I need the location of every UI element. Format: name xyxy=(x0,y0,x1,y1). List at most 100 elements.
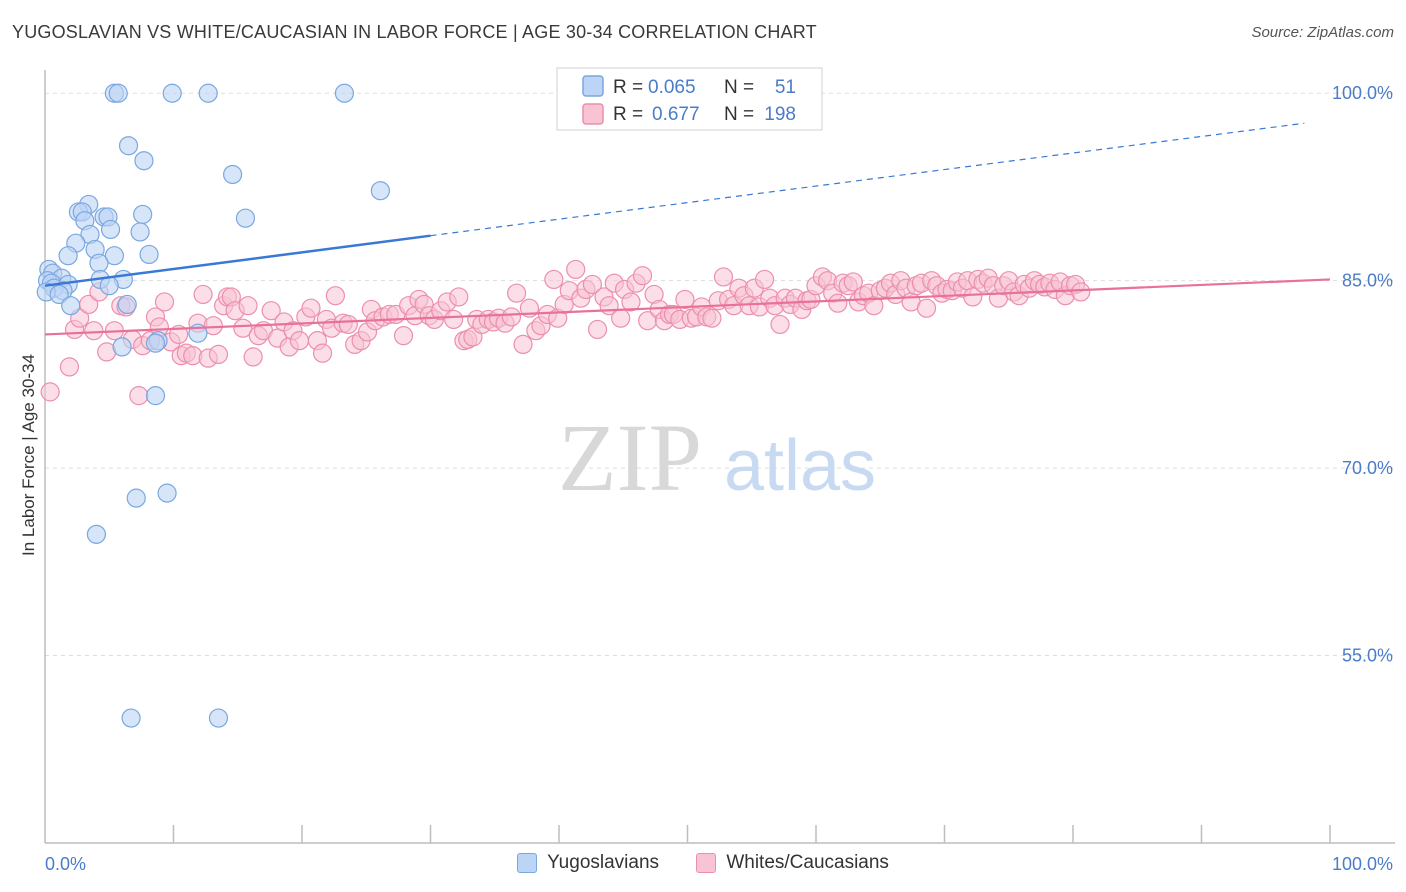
point-yugoslavians-17 xyxy=(100,219,121,240)
point-whites-103 xyxy=(632,266,653,286)
point-whites-0 xyxy=(40,382,60,402)
y-axis-title: In Labor Force | Age 30-34 xyxy=(19,354,38,556)
point-whites-1 xyxy=(59,357,80,377)
point-whites-44 xyxy=(301,298,321,318)
point-whites-140 xyxy=(828,293,848,313)
point-whites-12 xyxy=(129,386,149,406)
point-whites-129 xyxy=(770,314,790,335)
point-yugoslavians-6 xyxy=(134,151,154,171)
point-whites-32 xyxy=(233,318,253,338)
watermark-atlas: atlas xyxy=(724,426,876,506)
point-whites-49 xyxy=(325,286,346,306)
grid-lines xyxy=(45,92,1395,657)
point-whites-70 xyxy=(449,287,469,307)
x-tick-label-1: 100.0% xyxy=(1332,854,1393,874)
trend-lines xyxy=(44,122,1331,336)
legend-r-value-2: 0.677 xyxy=(652,104,700,125)
x-tick-label-0: 0.0% xyxy=(45,854,86,874)
point-whites-87 xyxy=(544,269,564,290)
point-yugoslavians-47 xyxy=(157,483,177,503)
legend-swatch-pink xyxy=(582,103,604,125)
point-whites-111 xyxy=(675,289,695,310)
trend-line-whites xyxy=(44,278,1331,336)
point-yugoslavians-40 xyxy=(117,294,137,315)
point-whites-60 xyxy=(393,326,414,346)
point-whites-37 xyxy=(261,301,281,321)
point-whites-5 xyxy=(84,321,104,341)
point-whites-157 xyxy=(916,298,937,318)
point-whites-126 xyxy=(754,269,775,290)
bottom-legend-item-yugoslavians: Yugoslavians xyxy=(517,852,659,874)
point-whites-24 xyxy=(193,284,213,305)
point-yugoslavians-4 xyxy=(334,83,355,103)
point-whites-80 xyxy=(501,307,522,327)
point-yugoslavians-49 xyxy=(121,708,141,728)
point-whites-34 xyxy=(243,347,263,367)
point-yugoslavians-43 xyxy=(145,333,166,353)
series-yugoslavians xyxy=(36,83,390,728)
tick-labels: 55.0% 70.0% 85.0% 100.0% 0.0% 100.0% xyxy=(45,83,1393,874)
point-whites-166 xyxy=(963,287,983,307)
point-yugoslavians-25 xyxy=(89,253,109,273)
watermark-zip: ZIP xyxy=(558,404,702,511)
point-whites-116 xyxy=(702,308,722,328)
point-whites-99 xyxy=(611,308,631,328)
point-whites-27 xyxy=(208,344,229,365)
legend-n-label-2: N = xyxy=(724,104,754,125)
point-whites-42 xyxy=(289,331,310,351)
point-yugoslavians-45 xyxy=(145,386,166,406)
y-tick-label-2: 85.0% xyxy=(1342,271,1393,291)
bottom-legend-item-whites: Whites/Caucasians xyxy=(696,852,889,874)
point-yugoslavians-46 xyxy=(126,488,146,508)
point-yugoslavians-44 xyxy=(112,337,132,357)
point-yugoslavians-1 xyxy=(108,83,128,103)
point-whites-51 xyxy=(338,314,358,335)
y-tick-label-3: 100.0% xyxy=(1332,83,1393,103)
point-whites-17 xyxy=(154,292,175,312)
y-tick-label-1: 70.0% xyxy=(1342,458,1393,478)
point-whites-143 xyxy=(843,272,863,292)
point-yugoslavians-8 xyxy=(370,181,390,201)
point-yugoslavians-18 xyxy=(130,222,150,242)
point-whites-82 xyxy=(513,334,533,355)
axes xyxy=(44,70,1395,844)
legend-r-label-1: R = xyxy=(613,77,643,98)
point-whites-46 xyxy=(312,343,333,363)
point-yugoslavians-22 xyxy=(58,246,78,266)
point-yugoslavians-2 xyxy=(162,83,182,103)
point-whites-26 xyxy=(203,316,223,336)
point-yugoslavians-3 xyxy=(198,83,218,103)
bottom-legend-label-yugoslavians: Yugoslavians xyxy=(547,852,660,873)
point-yugoslavians-15 xyxy=(235,208,256,228)
point-yugoslavians-7 xyxy=(223,164,243,185)
legend-n-value-1: 51 xyxy=(775,77,796,98)
point-whites-187 xyxy=(1071,282,1091,302)
legend-r-label-2: R = xyxy=(613,104,643,125)
point-whites-91 xyxy=(566,259,586,280)
point-yugoslavians-14 xyxy=(133,204,153,225)
point-yugoslavians-39 xyxy=(61,296,81,316)
point-yugoslavians-38 xyxy=(49,284,69,305)
trend-line-yugoslavians-extension xyxy=(430,122,1305,237)
source-label: Source: ZipAtlas.com xyxy=(1251,24,1394,41)
bottom-legend-swatch-blue xyxy=(517,853,538,873)
legend-r-value-1: 0.065 xyxy=(648,77,696,98)
chart-title: YUGOSLAVIAN VS WHITE/CAUCASIAN IN LABOR … xyxy=(12,22,817,42)
point-yugoslavians-23 xyxy=(104,246,124,266)
point-whites-94 xyxy=(582,274,603,295)
point-whites-33 xyxy=(238,296,258,316)
bottom-legend-swatch-pink xyxy=(696,853,717,873)
point-whites-95 xyxy=(587,319,608,340)
trend-line-yugoslavians xyxy=(44,234,431,287)
point-yugoslavians-50 xyxy=(208,708,229,728)
point-yugoslavians-5 xyxy=(118,136,139,156)
point-whites-81 xyxy=(506,283,527,303)
y-tick-label-0: 55.0% xyxy=(1342,646,1393,666)
point-yugoslavians-24 xyxy=(139,244,159,265)
point-yugoslavians-48 xyxy=(86,524,107,544)
legend: R = 0.065 N = 51 R = 0.677 N = 198 xyxy=(556,67,823,131)
point-whites-69 xyxy=(444,309,464,330)
bottom-legend-label-whites: Whites/Caucasians xyxy=(726,852,889,873)
bottom-legend: Yugoslavians Whites/Caucasians xyxy=(0,852,1406,879)
